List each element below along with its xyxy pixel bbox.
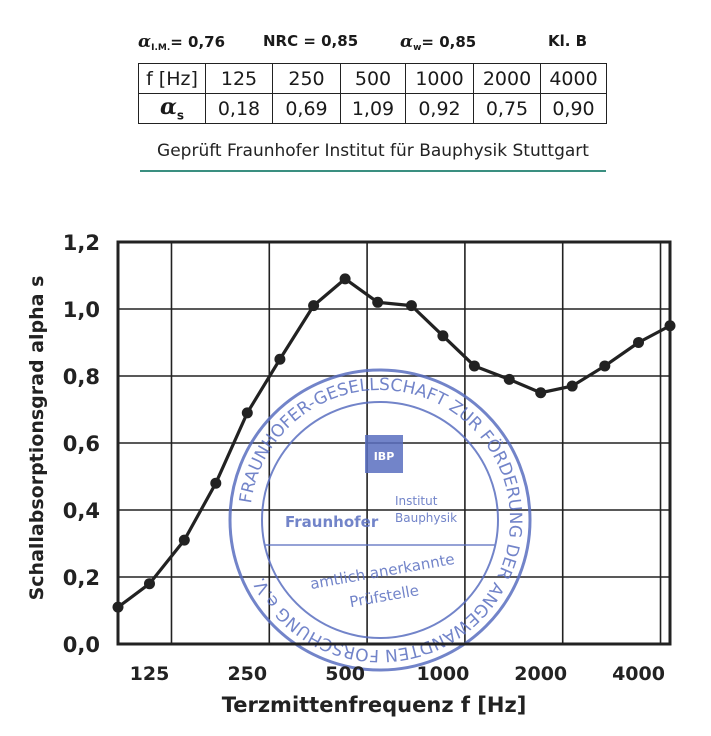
stamp-logo <box>365 435 403 473</box>
stamp-institute-line2: Bauphysik <box>395 511 457 525</box>
class-metric: Kl. B <box>548 32 588 50</box>
x-tick-label: 250 <box>227 663 267 685</box>
data-point <box>143 578 155 590</box>
table-cell: 0,18 <box>205 93 273 124</box>
stamp-logo-text: IBP <box>374 450 395 463</box>
table-row: αs 0,18 0,69 1,09 0,92 0,75 0,90 <box>138 93 607 124</box>
table-cell: 250 <box>272 63 341 94</box>
data-point <box>599 360 611 372</box>
table-cell: 0,90 <box>540 93 607 124</box>
data-point <box>405 300 417 312</box>
stamp-inner-ring <box>261 401 499 639</box>
table-cell: 0,92 <box>405 93 474 124</box>
plot-frame <box>116 240 672 646</box>
data-point <box>437 330 449 342</box>
y-tick-label: 1,0 <box>63 298 100 322</box>
chart-series <box>112 273 676 613</box>
test-note: Geprüft Fraunhofer Institut für Bauphysi… <box>157 141 589 161</box>
data-point <box>339 273 351 285</box>
data-point <box>241 407 253 419</box>
y-tick-label: 0,6 <box>63 432 100 456</box>
table-cell: 1,09 <box>340 93 406 124</box>
data-point <box>535 387 547 399</box>
table-row: f [Hz] 125 250 500 1000 2000 4000 <box>138 63 607 94</box>
data-point <box>566 380 578 392</box>
y-tick-label: 0,2 <box>63 566 100 590</box>
metrics-bar: αI.M.= 0,76 NRC = 0,85 αw= 0,85 Kl. B <box>138 30 608 54</box>
alpha-w-metric: αw= 0,85 <box>400 32 477 53</box>
data-point <box>210 477 222 489</box>
y-axis-label: Schallabsorptionsgrad alpha s <box>26 276 48 601</box>
data-point <box>274 353 286 365</box>
stamp-institute-line1: Institut <box>395 494 438 508</box>
stamp-outer-ring <box>228 368 532 672</box>
nrc-metric: NRC = 0,85 <box>263 32 359 50</box>
data-point <box>633 337 645 348</box>
data-point <box>308 300 320 312</box>
x-tick-label: 2000 <box>514 663 567 685</box>
data-point <box>112 601 124 613</box>
table-cell: 500 <box>340 63 406 94</box>
x-tick-label: 1000 <box>416 663 469 685</box>
chart-axes <box>116 240 672 646</box>
x-tick-label: 4000 <box>612 663 665 685</box>
table-cell: 2000 <box>473 63 541 94</box>
data-point <box>503 373 515 385</box>
alpha-im-metric: αI.M.= 0,76 <box>138 32 226 53</box>
y-tick-label: 0,4 <box>63 499 100 523</box>
table-cell: 0,69 <box>272 93 341 124</box>
stamp-name: Fraunhofer <box>285 513 379 531</box>
data-point <box>372 296 384 308</box>
series-line <box>117 277 671 609</box>
x-tick-label: 125 <box>130 663 170 685</box>
alpha-header: αs <box>138 93 206 124</box>
y-tick-label: 1,2 <box>63 231 100 255</box>
data-point <box>178 534 190 546</box>
chart-labels: 0,0 0,2 0,4 0,6 0,8 1,0 1,2 125 250 500 1000 2000 40… <box>26 231 665 717</box>
x-tick-label: 500 <box>325 663 365 685</box>
absorption-table: f [Hz] 125 250 500 1000 2000 4000 αs 0,1… <box>138 63 607 124</box>
data-point <box>468 360 480 372</box>
x-axis-label: Terzmittenfrequenz f [Hz] <box>222 693 527 717</box>
y-tick-label: 0,8 <box>63 365 100 389</box>
approval-stamp: FRAUNHOFER-GESELLSCHAFT ZUR FÖRDERUNG DE… <box>228 368 532 672</box>
data-point <box>664 320 676 332</box>
y-tick-label: 0,0 <box>63 633 100 657</box>
table-cell: 1000 <box>405 63 474 94</box>
stamp-approved-line2: Prüfstelle <box>348 581 420 611</box>
divider <box>140 170 606 172</box>
stamp-outer-text: FRAUNHOFER-GESELLSCHAFT ZUR FÖRDERUNG DE… <box>236 375 525 665</box>
